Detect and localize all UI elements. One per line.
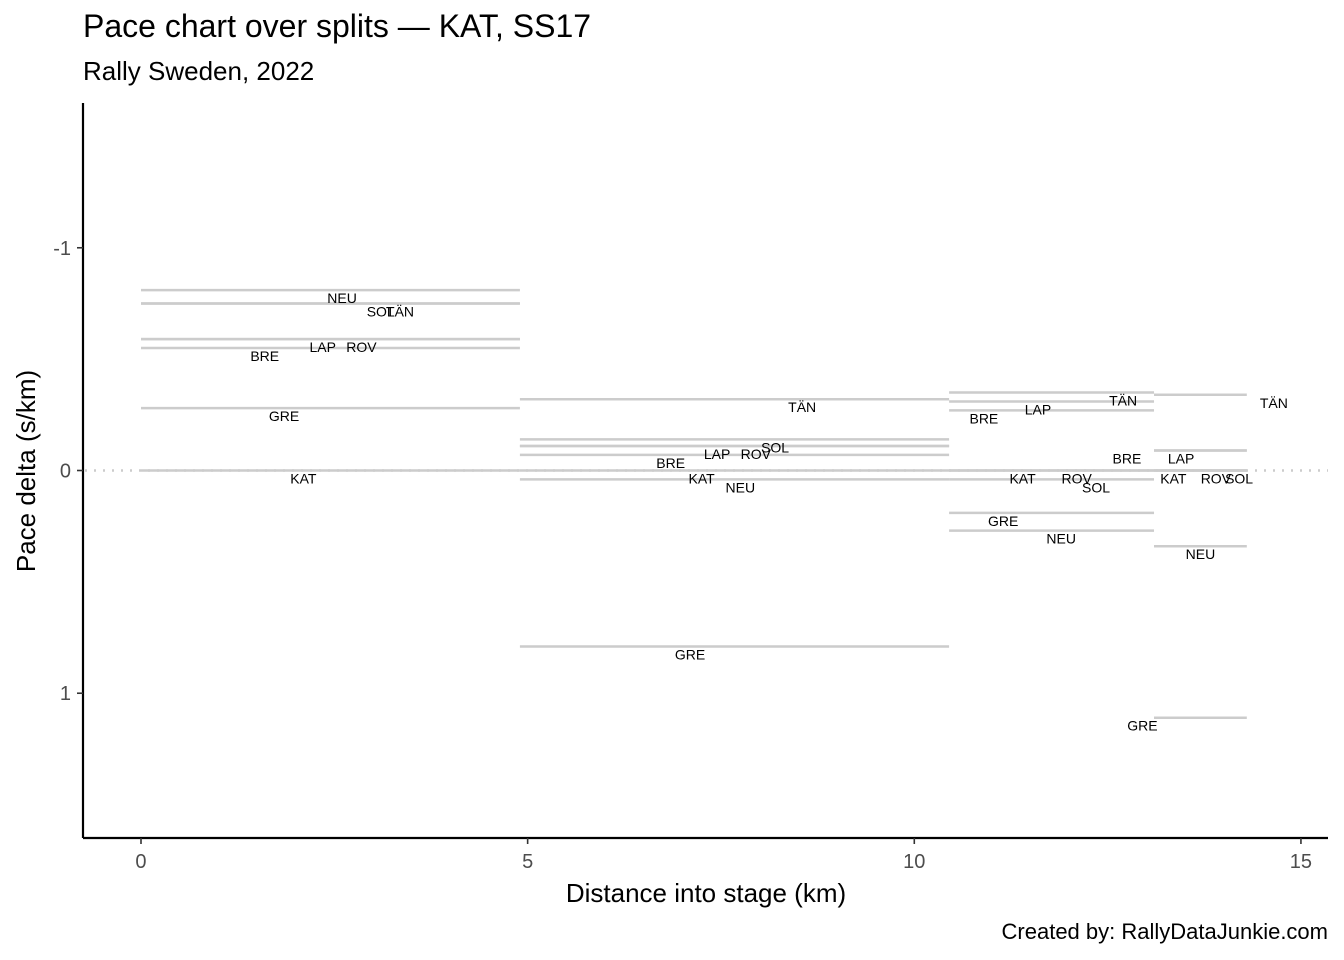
driver-label-kat: KAT <box>1009 471 1036 487</box>
driver-label-lap: LAP <box>1025 401 1051 417</box>
y-axis-title: Pace delta (s/km) <box>11 370 41 572</box>
driver-label-kat: KAT <box>1160 471 1187 487</box>
driver-label-lap: LAP <box>309 339 335 355</box>
driver-label-gre: GRE <box>1127 718 1157 734</box>
driver-label-rov: ROV <box>741 446 772 462</box>
driver-label-kat: KAT <box>689 471 716 487</box>
y-tick-label: -1 <box>53 238 71 260</box>
driver-label-tän: TÄN <box>386 303 414 319</box>
driver-label-rov: ROV <box>1201 471 1232 487</box>
y-tick-label: 0 <box>60 461 71 483</box>
driver-label-bre: BRE <box>969 410 998 426</box>
driver-label-neu: NEU <box>726 479 756 495</box>
driver-label-gre: GRE <box>988 513 1018 529</box>
driver-label-sol: SOL <box>1225 471 1253 487</box>
x-tick-label: 15 <box>1290 851 1312 873</box>
driver-label-lap: LAP <box>1168 450 1194 466</box>
driver-label-lap: LAP <box>704 446 730 462</box>
y-tick-label: 1 <box>60 683 71 705</box>
driver-label-rov: ROV <box>1062 471 1093 487</box>
x-tick-label: 0 <box>135 851 146 873</box>
driver-label-neu: NEU <box>1046 531 1076 547</box>
split-segments <box>140 288 1247 719</box>
driver-label-kat: KAT <box>290 471 317 487</box>
driver-label-sol: SOL <box>1082 479 1110 495</box>
driver-label-bre: BRE <box>1113 450 1142 466</box>
chart-subtitle: Rally Sweden, 2022 <box>83 56 315 86</box>
driver-label-tän: TÄN <box>1109 393 1137 409</box>
driver-label-rov: ROV <box>346 339 377 355</box>
driver-label-gre: GRE <box>269 408 299 424</box>
driver-label-bre: BRE <box>656 455 685 471</box>
driver-label-neu: NEU <box>327 290 357 306</box>
driver-label-tän: TÄN <box>1260 395 1288 411</box>
y-axis-ticks: -1 0 1 <box>53 238 83 705</box>
chart-title: Pace chart over splits — KAT, SS17 <box>83 8 592 44</box>
x-axis-title: Distance into stage (km) <box>566 878 846 908</box>
driver-label-bre: BRE <box>250 348 279 364</box>
driver-label-gre: GRE <box>675 646 705 662</box>
driver-label-neu: NEU <box>1186 546 1216 562</box>
driver-label-sol: SOL <box>761 439 789 455</box>
x-axis-ticks: 0 5 10 15 <box>135 838 1312 873</box>
driver-label-tän: TÄN <box>788 399 816 415</box>
chart-caption: Created by: RallyDataJunkie.com <box>1001 919 1328 944</box>
x-tick-label: 10 <box>903 851 925 873</box>
driver-label-sol: SOL <box>367 303 395 319</box>
x-tick-label: 5 <box>522 851 533 873</box>
